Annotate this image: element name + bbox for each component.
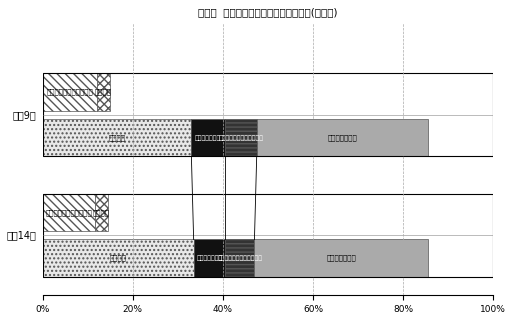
Bar xyxy=(225,119,256,156)
Text: 平成14年: 平成14年 xyxy=(6,230,36,240)
Bar xyxy=(225,239,254,277)
Text: 飲食料品: 飲食料品 xyxy=(110,255,127,261)
Bar xyxy=(254,239,428,277)
Text: その他の小売業: その他の小売業 xyxy=(327,134,357,141)
Bar xyxy=(43,239,193,277)
Bar xyxy=(97,74,110,111)
Text: 家具・じゅう器・機械器具: 家具・じゅう器・機械器具 xyxy=(219,135,264,141)
Bar xyxy=(94,194,108,231)
Text: 各種商品: 各種商品 xyxy=(95,89,112,95)
Text: 平成9年: 平成9年 xyxy=(12,110,36,120)
Title: 図－４  産業中分類別事業所数の構成比(小売業): 図－４ 産業中分類別事業所数の構成比(小売業) xyxy=(198,7,338,17)
Bar xyxy=(256,119,428,156)
Bar xyxy=(43,74,97,111)
Text: 自動車・自転車: 自動車・自転車 xyxy=(196,255,223,261)
Text: その他の小売業: その他の小売業 xyxy=(326,255,356,261)
Bar xyxy=(43,194,493,277)
Text: 飲食・衣服・身の回り品: 飲食・衣服・身の回り品 xyxy=(47,89,93,95)
Text: 飲食料品: 飲食料品 xyxy=(109,134,126,141)
Bar xyxy=(193,239,225,277)
Text: 自動車・自転車: 自動車・自転車 xyxy=(195,135,222,141)
Bar xyxy=(191,119,225,156)
Text: 家具・じゅう器・機械器具: 家具・じゅう器・機械器具 xyxy=(218,255,262,261)
Text: 各種商品: 各種商品 xyxy=(93,209,110,216)
Bar xyxy=(43,74,493,156)
Text: 飲食・衣服・身の回り品: 飲食・衣服・身の回り品 xyxy=(45,209,92,216)
Bar xyxy=(43,194,94,231)
Bar xyxy=(43,119,191,156)
